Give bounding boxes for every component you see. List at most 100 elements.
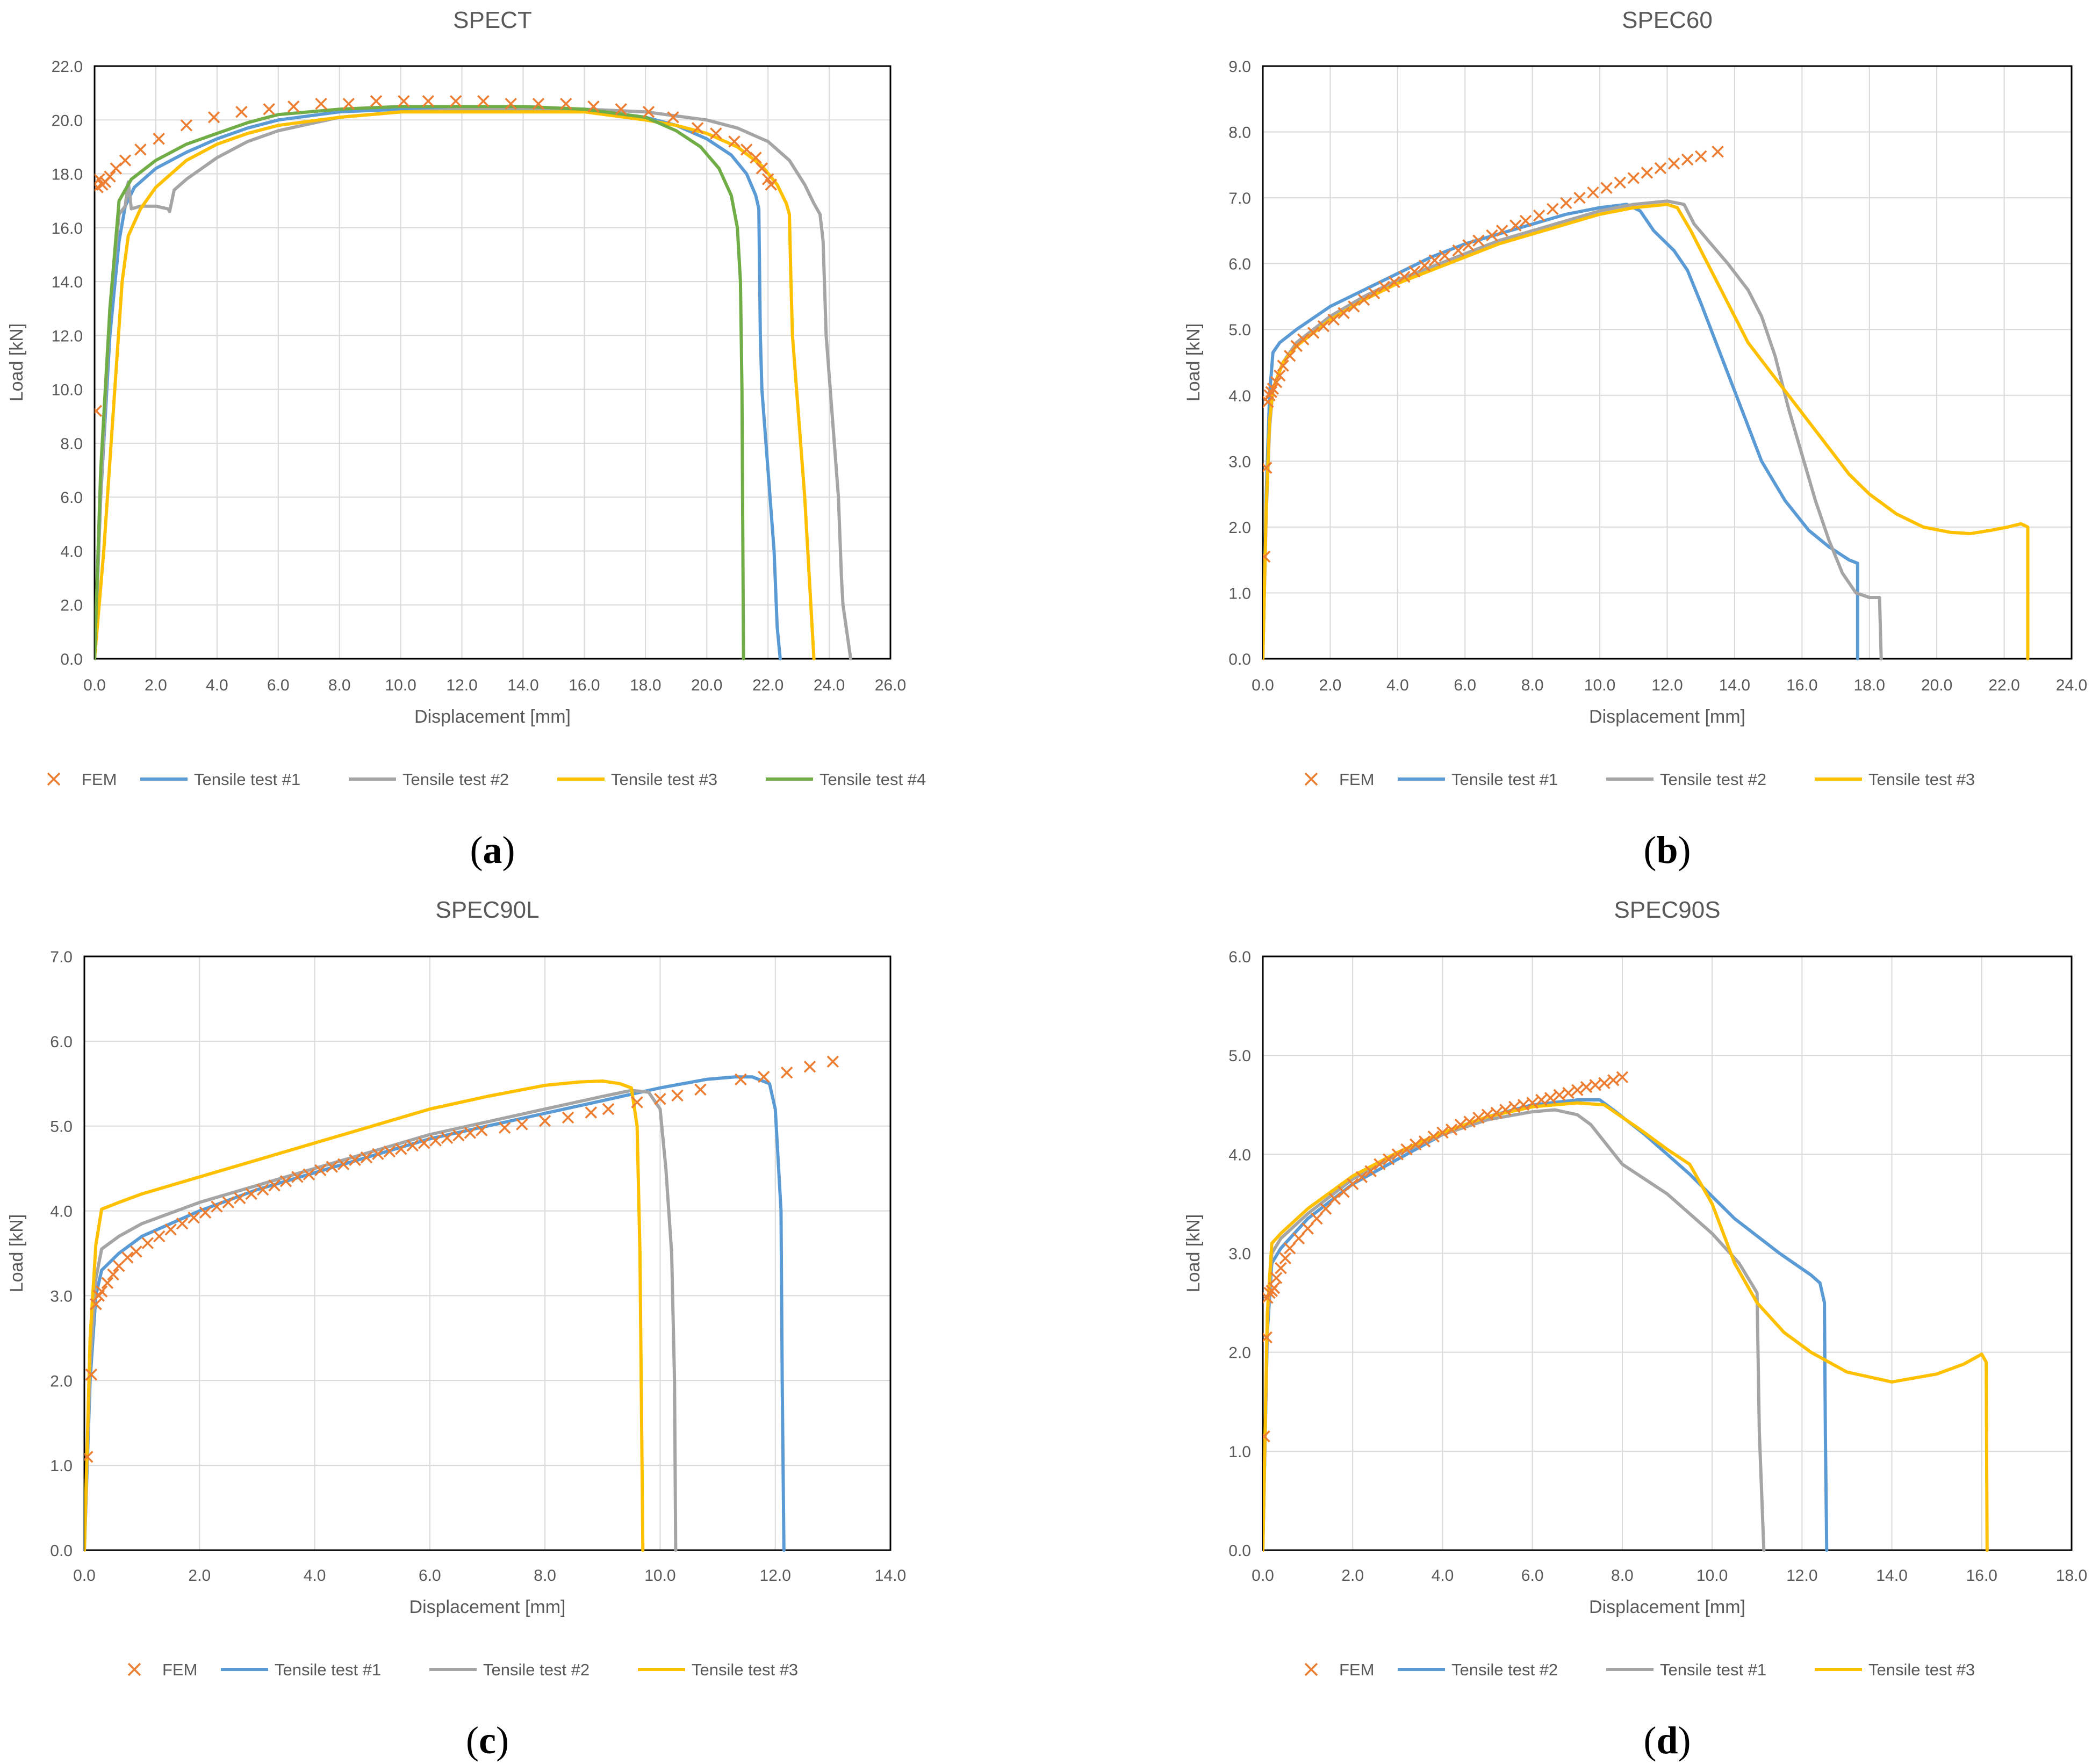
series-group: [95, 95, 852, 660]
fem-marker: [1580, 1081, 1593, 1093]
legend-marker: [47, 772, 61, 786]
y-axis-title: Load [kN]: [1183, 1214, 1204, 1293]
fem-marker: [119, 154, 132, 167]
series-line: [1263, 1108, 1766, 1552]
fem-marker: [429, 1134, 442, 1147]
fem-marker: [1562, 1086, 1575, 1099]
y-tick-label: 3.0: [50, 1287, 73, 1305]
fem-marker: [164, 1223, 177, 1236]
x-tick-label: 12.0: [1651, 676, 1683, 694]
fem-marker: [234, 1192, 246, 1205]
series-line: [95, 110, 816, 660]
fem-marker: [84, 1451, 94, 1463]
fem-marker: [104, 170, 116, 183]
fem-marker: [1627, 172, 1640, 184]
fem-marker: [1508, 1100, 1521, 1113]
fem-marker: [559, 97, 572, 110]
x-tick-label: 22.0: [1988, 676, 2019, 694]
x-tick-label: 0.0: [73, 1567, 96, 1585]
fem-marker: [1355, 1171, 1368, 1183]
y-tick-label: 7.0: [1228, 190, 1251, 207]
fem-marker: [1319, 1203, 1332, 1215]
fem-marker: [476, 1124, 488, 1136]
chart-title: SPEC90L: [435, 897, 539, 923]
y-tick-label: 2.0: [1228, 519, 1251, 537]
fem-marker: [107, 1268, 119, 1281]
fem-marker: [1307, 327, 1320, 339]
fem-marker: [314, 1164, 327, 1177]
fem-marker: [395, 1143, 407, 1155]
fem-marker: [735, 1073, 747, 1086]
fem-marker: [153, 133, 165, 145]
plot-area: [94, 65, 892, 660]
fem-marker: [130, 1245, 142, 1258]
legend-marker: [127, 1662, 141, 1676]
chart-3: SPEC90S 0.0 2.0 4.0 6.0 8.0 10.0 12.0 14.0 16.0 18…: [1183, 897, 2087, 1762]
x-tick-label: 2.0: [1319, 676, 1342, 694]
fem-marker: [694, 1083, 707, 1096]
fem-marker: [287, 100, 300, 113]
y-tick-label: 6.0: [50, 1033, 73, 1051]
fem-marker: [1283, 350, 1296, 362]
fem-marker: [602, 1103, 615, 1115]
y-tick-label: 8.0: [60, 435, 83, 453]
fem-marker: [1263, 1331, 1273, 1344]
legend-marker: [1304, 772, 1318, 786]
fem-marker: [1263, 550, 1271, 563]
x-tick-label: 8.0: [328, 676, 351, 694]
x-tick-label: 4.0: [304, 1567, 326, 1585]
x-tick-label: 18.0: [630, 676, 661, 694]
fem-marker: [1654, 162, 1667, 175]
fem-marker: [1265, 386, 1277, 398]
fem-marker: [1463, 1115, 1476, 1128]
fem-marker: [1496, 225, 1508, 237]
chart-2: SPEC90L 0.0 2.0 4.0 6.0 8.0 10.0 12.0 14.0 0.0 1.0…: [6, 897, 906, 1762]
fem-marker: [121, 1251, 134, 1264]
fem-marker: [803, 1060, 816, 1073]
series-line: [95, 105, 745, 660]
fem-marker: [1348, 300, 1360, 313]
fem-marker: [360, 1151, 373, 1164]
fem-marker: [349, 1154, 361, 1167]
x-tick-label: 12.0: [1786, 1567, 1817, 1585]
fem-marker: [1533, 209, 1545, 222]
fem-marker: [1553, 1089, 1566, 1101]
fem-marker: [90, 1298, 102, 1311]
fem-marker: [176, 1218, 189, 1230]
fem-marker: [1490, 1106, 1503, 1119]
x-tick-label: 10.0: [644, 1567, 675, 1585]
fem-marker: [1526, 1097, 1539, 1109]
fem-marker: [1587, 186, 1599, 199]
x-tick-label: 12.0: [760, 1567, 791, 1585]
fem-marker: [1517, 1099, 1530, 1111]
fem-marker: [1327, 313, 1340, 326]
x-tick-label: 0.0: [83, 676, 106, 694]
fem-marker: [303, 1168, 315, 1180]
fem-marker: [422, 95, 435, 107]
fem-marker: [1462, 239, 1475, 251]
fem-marker: [464, 1127, 477, 1139]
fem-marker: [207, 111, 220, 124]
fem-marker: [1338, 307, 1350, 319]
x-tick-label: 16.0: [569, 676, 600, 694]
x-axis-title: Displacement [mm]: [409, 1597, 566, 1617]
y-tick-label: 1.0: [50, 1457, 73, 1475]
y-tick-label: 2.0: [1228, 1344, 1251, 1362]
fem-marker: [1499, 1104, 1512, 1116]
y-tick-label: 6.0: [60, 489, 83, 507]
fem-marker: [370, 95, 383, 107]
plot-area: [1262, 65, 2073, 660]
x-tick-label: 14.0: [507, 676, 538, 694]
fem-marker: [826, 1055, 839, 1068]
legend-label: Tensile test #1: [1451, 770, 1558, 789]
fem-marker: [1600, 182, 1613, 194]
legend-label: FEM: [1339, 1660, 1374, 1679]
fem-marker: [326, 1161, 338, 1173]
fem-marker: [1712, 146, 1724, 158]
fem-marker: [1382, 1153, 1395, 1165]
fem-marker: [1560, 197, 1572, 210]
series-line: [95, 105, 782, 660]
fem-marker: [1428, 254, 1441, 267]
fem-marker: [452, 1129, 465, 1142]
